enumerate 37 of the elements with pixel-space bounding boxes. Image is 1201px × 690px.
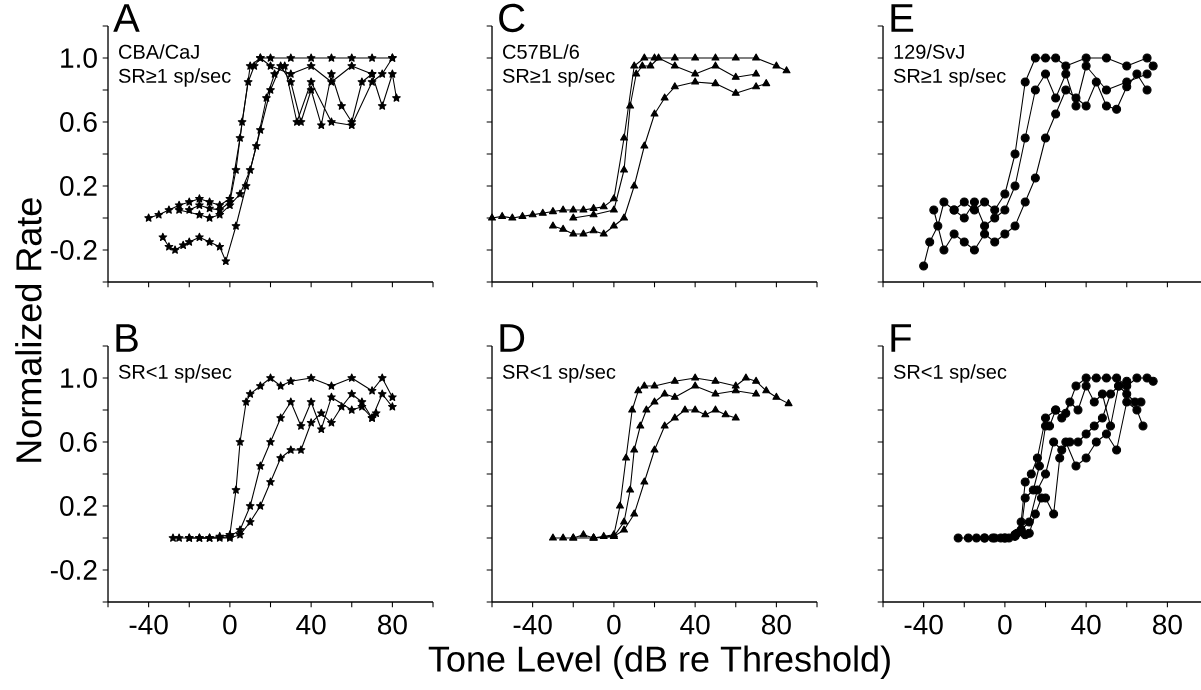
annotation: SR<1 sp/sec — [118, 364, 232, 383]
y-tick-label: -0.2 — [50, 560, 97, 580]
x-tick-label: 40 — [296, 614, 326, 635]
x-tick-label: 0 — [607, 614, 621, 635]
chart-title: E — [891, 4, 914, 32]
y-tick-label: 0.6 — [60, 432, 97, 452]
x-tick-label: 0 — [998, 614, 1012, 635]
y-tick-label: 1.0 — [61, 368, 97, 388]
x-tick-label: 40 — [1071, 614, 1101, 635]
chart-title: A — [113, 4, 140, 32]
x-tick-label: 80 — [378, 614, 407, 635]
x-tick-label: 40 — [680, 614, 710, 635]
x-tick-label: -40 — [904, 614, 943, 635]
y-tick-label: 0.6 — [60, 112, 97, 132]
chart-title: C — [499, 3, 525, 33]
y-axis-title: Normalized Rate — [15, 198, 42, 462]
x-tick-label: 80 — [1153, 614, 1182, 635]
y-tick-label: 0.2 — [60, 496, 97, 516]
annotation: SR<1 sp/sec — [893, 364, 1007, 383]
chart-title: F — [891, 324, 911, 352]
annotation: SR<1 sp/sec — [502, 364, 616, 383]
y-tick-label: 1.0 — [61, 48, 97, 68]
x-tick-label: 80 — [762, 614, 791, 635]
y-tick-label: 0.2 — [60, 176, 97, 196]
x-axis-title: Tone Level (dB re Threshold) — [428, 645, 890, 679]
x-tick-label: 0 — [223, 614, 237, 635]
annotation: CBA/CaJ — [119, 44, 199, 59]
y-tick-label: -0.2 — [50, 240, 97, 260]
annotation: 129/SvJ — [894, 44, 964, 59]
annotation: C57BL/6 — [503, 44, 579, 59]
annotation: SR≥1 sp/sec — [502, 68, 615, 87]
annotation: SR≥1 sp/sec — [893, 68, 1006, 87]
x-tick-label: -40 — [129, 614, 168, 635]
annotation: SR≥1 sp/sec — [118, 68, 231, 87]
chart-title: D — [500, 324, 525, 352]
chart-title: B — [116, 324, 138, 352]
x-tick-label: -40 — [513, 614, 552, 635]
